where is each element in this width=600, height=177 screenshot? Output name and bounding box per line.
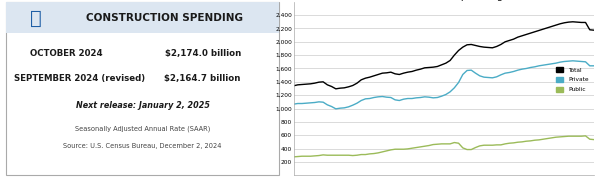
Public xyxy=(290,156,297,158)
Line: Total: Total xyxy=(293,22,594,89)
Text: CONSTRUCTION SPENDING: CONSTRUCTION SPENDING xyxy=(86,13,243,23)
Private xyxy=(485,76,492,79)
Public xyxy=(391,148,398,150)
Private xyxy=(497,74,505,76)
FancyBboxPatch shape xyxy=(6,2,279,33)
Private xyxy=(337,107,344,109)
Private xyxy=(396,99,403,102)
Total xyxy=(463,44,470,46)
Text: Source: U.S. Census Bureau, December 2, 2024: Source: U.S. Census Bureau, December 2, … xyxy=(64,143,222,149)
Text: $2,164.7 billion: $2,164.7 billion xyxy=(164,74,241,83)
Private xyxy=(569,60,577,62)
Public xyxy=(481,144,488,146)
Line: Private: Private xyxy=(293,61,594,109)
Text: Seasonally Adjusted Annual Rate (SAAR): Seasonally Adjusted Annual Rate (SAAR) xyxy=(75,125,210,132)
Public xyxy=(459,147,466,149)
Text: 🏗: 🏗 xyxy=(30,9,42,28)
Private xyxy=(332,108,340,110)
Text: $2,174.0 billion: $2,174.0 billion xyxy=(164,49,241,58)
Text: SEPTEMBER 2024 (revised): SEPTEMBER 2024 (revised) xyxy=(14,74,145,83)
Public xyxy=(493,144,500,146)
Private xyxy=(463,69,470,72)
Total xyxy=(569,21,577,23)
Total xyxy=(332,88,340,90)
Total xyxy=(290,85,297,87)
Public xyxy=(332,154,340,156)
Text: OCTOBER 2024: OCTOBER 2024 xyxy=(30,49,103,58)
FancyBboxPatch shape xyxy=(6,2,279,175)
Total xyxy=(590,29,598,31)
Total xyxy=(337,87,344,89)
Legend: Total, Private, Public: Total, Private, Public xyxy=(554,65,591,95)
Title: Construction Spending: Construction Spending xyxy=(384,0,503,1)
Total xyxy=(574,21,581,23)
Private xyxy=(574,60,581,62)
Private xyxy=(290,103,297,105)
Public xyxy=(582,135,589,137)
Total xyxy=(396,73,403,76)
Total xyxy=(485,46,492,48)
Public xyxy=(590,139,598,141)
Public xyxy=(362,153,369,156)
Total xyxy=(497,43,505,45)
Private xyxy=(590,65,598,67)
Line: Public: Public xyxy=(293,136,594,157)
Text: Next release: January 2, 2025: Next release: January 2, 2025 xyxy=(76,101,209,110)
